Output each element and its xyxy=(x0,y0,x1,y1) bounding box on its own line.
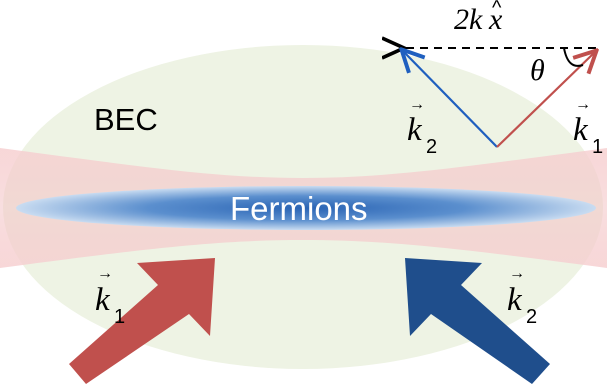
k2-beam-letter: k xyxy=(507,282,523,318)
x-hat-base: x xyxy=(488,3,503,36)
theta-label: θ xyxy=(530,54,545,87)
k1-vector-label: → k 1 xyxy=(573,96,603,158)
fermions-label: Fermions xyxy=(230,190,368,227)
k2-arrow-accent: → xyxy=(409,96,425,113)
k2-vector-label: → k 2 xyxy=(407,96,437,158)
k1-subscript: 1 xyxy=(592,136,603,158)
k2-letter: k xyxy=(407,112,423,148)
bec-label: BEC xyxy=(94,102,158,137)
k2-beam-label: → k 2 xyxy=(507,265,537,328)
k1-arrow-accent: → xyxy=(575,96,591,113)
k1-beam-arrow xyxy=(69,258,215,384)
k2-beam-arrow-accent: → xyxy=(509,265,525,282)
x-hat-caret: ^ xyxy=(492,0,502,19)
k1-vector xyxy=(496,52,595,148)
theta-arc xyxy=(563,47,584,67)
k1-beam-arrow-accent: → xyxy=(97,265,113,282)
k1-beam-letter: k xyxy=(95,282,111,318)
k1-beam-subscript: 1 xyxy=(114,306,125,328)
two-k-label: 2k xyxy=(454,3,483,36)
fermion-cloud xyxy=(16,186,596,230)
k1-letter: k xyxy=(573,112,589,148)
k1-beam-label: → k 1 xyxy=(95,265,125,328)
k2-beam-subscript: 2 xyxy=(526,306,537,328)
k2-vector xyxy=(403,51,498,148)
k2-beam-arrow xyxy=(405,258,550,384)
k2-subscript: 2 xyxy=(426,136,437,158)
